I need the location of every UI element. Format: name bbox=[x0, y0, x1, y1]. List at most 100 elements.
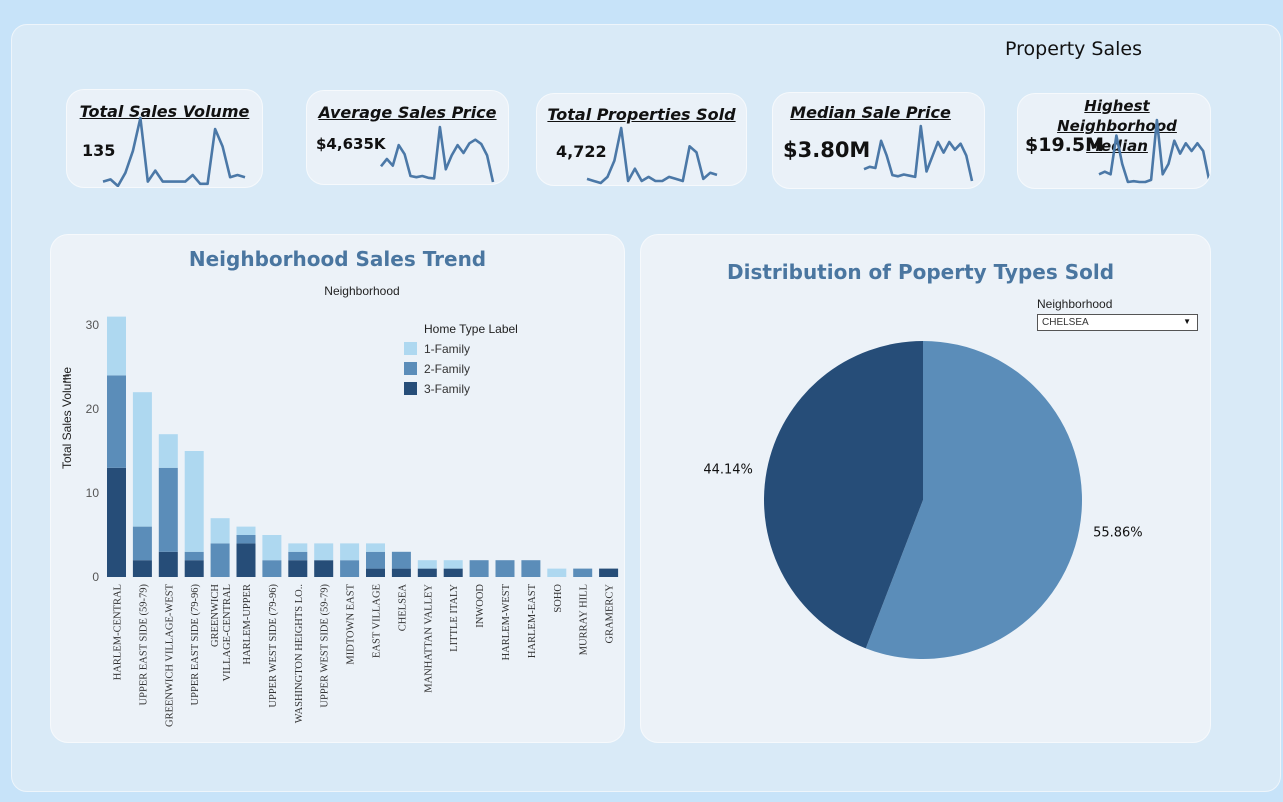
bar-segment[interactable] bbox=[158, 434, 178, 468]
bar-segment[interactable] bbox=[107, 467, 126, 577]
bar-chart-title: Neighborhood Sales Trend bbox=[188, 247, 487, 271]
x-tick-label: UPPER WEST SIDE (79-96) bbox=[268, 583, 279, 707]
bar-segment[interactable] bbox=[391, 551, 411, 569]
bar-segment[interactable] bbox=[210, 543, 230, 577]
bar-segment[interactable] bbox=[236, 535, 256, 544]
x-tick-label: HARLEM-EAST bbox=[527, 583, 538, 658]
kpi-card-highest-neighborhood-median[interactable]: Highest Neighborhood Median $19.5M bbox=[1017, 93, 1211, 189]
bar-segment[interactable] bbox=[340, 560, 360, 577]
bar-segment[interactable] bbox=[573, 568, 593, 577]
sparkline bbox=[586, 126, 718, 185]
kpi-value: $19.5M bbox=[1025, 134, 1105, 156]
bar-segment[interactable] bbox=[158, 467, 178, 552]
bar-segment[interactable] bbox=[236, 526, 256, 535]
x-tick-label: LITTLE ITALY bbox=[449, 584, 460, 652]
kpi-value: 135 bbox=[82, 141, 116, 160]
kpi-card-total-sales-volume[interactable]: Total Sales Volume 135 bbox=[66, 89, 263, 188]
bar-segment[interactable] bbox=[314, 543, 334, 561]
bar-segment[interactable] bbox=[288, 551, 308, 561]
bar-segment[interactable] bbox=[443, 560, 463, 569]
bar-segment[interactable] bbox=[210, 518, 230, 544]
pie-slice-label: 55.86% bbox=[1093, 526, 1143, 541]
x-tick-label: CHELSEA bbox=[397, 584, 408, 632]
neighborhood-sales-trend-panel: Neighborhood Sales Trend Neighborhood To… bbox=[50, 234, 625, 743]
sparkline-path bbox=[379, 125, 495, 183]
legend-swatch bbox=[404, 382, 417, 395]
bar-segment[interactable] bbox=[184, 551, 204, 561]
bar-segment[interactable] bbox=[132, 560, 152, 577]
neighborhood-filter-value: CHELSEA bbox=[1042, 317, 1089, 328]
x-tick-label: GRAMERCY bbox=[605, 584, 616, 644]
bar-segment[interactable] bbox=[314, 560, 334, 577]
bar-segment[interactable] bbox=[340, 543, 360, 561]
kpi-card-total-properties-sold[interactable]: Total Properties Sold 4,722 bbox=[536, 93, 747, 186]
pie-chart-title: Distribution of Poperty Types Sold bbox=[726, 260, 1115, 284]
x-tick-label: MANHATTAN VALLEY bbox=[423, 584, 434, 693]
kpi-title: Average Sales Price bbox=[318, 103, 497, 122]
bar-segment[interactable] bbox=[495, 560, 515, 577]
sparkline bbox=[102, 116, 246, 187]
x-tick-label: MURRAY HILL bbox=[579, 584, 590, 655]
bar-segment[interactable] bbox=[391, 568, 411, 577]
x-tick-label: SOHO bbox=[553, 584, 564, 613]
kpi-title: Total Properties Sold bbox=[547, 105, 736, 124]
bar-segment[interactable] bbox=[184, 560, 204, 577]
kpi-value: 4,722 bbox=[556, 142, 607, 161]
pie-slice[interactable] bbox=[865, 341, 1082, 659]
sparkline bbox=[379, 125, 495, 183]
sparkline-path bbox=[586, 126, 718, 185]
bar-segment[interactable] bbox=[599, 568, 619, 577]
sort-icon[interactable] bbox=[63, 375, 69, 383]
bar-segment[interactable] bbox=[288, 543, 308, 552]
bar-segment[interactable] bbox=[132, 392, 152, 527]
kpi-value: $4,635K bbox=[316, 135, 386, 153]
x-tick-label: HARLEM-UPPER bbox=[242, 584, 253, 665]
kpi-card-average-sales-price[interactable]: Average Sales Price $4,635K bbox=[306, 90, 509, 185]
bar-segment[interactable] bbox=[547, 568, 567, 577]
chevron-down-icon[interactable]: ▼ bbox=[1183, 317, 1191, 326]
bar-segment[interactable] bbox=[132, 526, 152, 561]
bar-segment[interactable] bbox=[366, 551, 385, 569]
bar-segment[interactable] bbox=[417, 568, 437, 577]
neighborhood-filter-label: Neighborhood bbox=[1037, 297, 1113, 311]
x-tick-label: WASHINGTON HEIGHTS LO.. bbox=[294, 584, 305, 723]
legend: Home Type Label 1-Family 2-Family 3-Family bbox=[404, 322, 518, 396]
bar-segment[interactable] bbox=[443, 568, 463, 577]
x-tick-label: GREENWICH bbox=[210, 584, 221, 647]
legend-label: 3-Family bbox=[424, 382, 470, 396]
bar-segment[interactable] bbox=[366, 568, 385, 577]
legend-label: 2-Family bbox=[424, 362, 470, 376]
bar-segment[interactable] bbox=[107, 316, 126, 376]
x-tick-label: INWOOD bbox=[475, 584, 486, 628]
kpi-title: Median Sale Price bbox=[790, 103, 951, 122]
bar-segment[interactable] bbox=[469, 560, 489, 577]
bar-segment[interactable] bbox=[262, 560, 282, 577]
legend-label: 1-Family bbox=[424, 342, 470, 356]
legend-title: Home Type Label bbox=[424, 322, 518, 336]
neighborhood-filter-dropdown[interactable]: CHELSEA ▼ bbox=[1037, 314, 1198, 331]
bar-segment[interactable] bbox=[184, 451, 204, 552]
x-tick-label: HARLEM-WEST bbox=[501, 583, 512, 660]
y-tick-label: 10 bbox=[86, 486, 100, 500]
legend-swatch bbox=[404, 342, 417, 355]
sparkline-path bbox=[102, 116, 246, 187]
x-tick-label: UPPER WEST SIDE (59-79) bbox=[320, 583, 331, 707]
pie-slice-label: 44.14% bbox=[703, 462, 753, 477]
x-tick-label: VILLAGE-CENTRAL bbox=[222, 584, 233, 681]
x-tick-label: EAST VILLAGE bbox=[372, 584, 383, 658]
pie-slice[interactable] bbox=[764, 341, 923, 649]
bar-segment[interactable] bbox=[236, 543, 256, 577]
bar-segment[interactable] bbox=[262, 535, 282, 561]
bar-segment[interactable] bbox=[521, 560, 541, 577]
y-axis-label: Total Sales Volume bbox=[60, 367, 74, 469]
kpi-card-median-sale-price[interactable]: Median Sale Price $3.80M bbox=[772, 92, 985, 189]
bar-segment[interactable] bbox=[288, 560, 308, 577]
y-tick-label: 0 bbox=[92, 570, 99, 584]
y-tick-label: 30 bbox=[86, 318, 100, 332]
sparkline bbox=[863, 124, 974, 182]
bar-segment[interactable] bbox=[107, 375, 126, 468]
bar-segment[interactable] bbox=[158, 551, 178, 577]
bar-segment[interactable] bbox=[417, 560, 437, 569]
property-types-distribution-panel: Distribution of Poperty Types Sold Neigh… bbox=[640, 234, 1211, 743]
bar-segment[interactable] bbox=[366, 543, 385, 552]
